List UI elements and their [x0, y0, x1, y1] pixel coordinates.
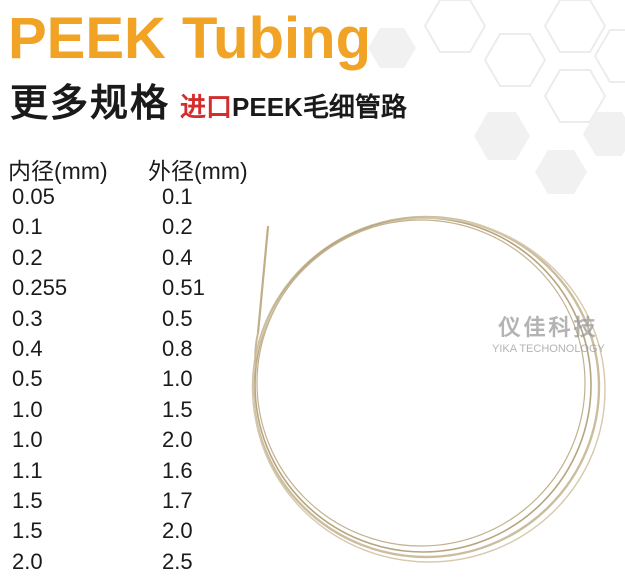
- inner-diameter-value: 0.5: [12, 366, 43, 392]
- inner-diameter-value: 1.1: [12, 457, 43, 483]
- inner-diameter-column: 0.05 0.1 0.2 0.255 0.3 0.4 0.5 1.0 1.0 1.1 1.5 1.5 2…: [12, 182, 67, 577]
- inner-diameter-value: 1.5: [12, 487, 43, 513]
- outer-diameter-value: 0.2: [162, 214, 193, 240]
- outer-diameter-column: 0.1 0.2 0.4 0.51 0.5 0.8 1.0 1.5 2.0 1.6 1.7 2.0 2.5: [162, 182, 205, 577]
- watermark-chinese: 仪佳科技: [498, 315, 599, 340]
- inner-diameter-value: 0.255: [12, 275, 68, 301]
- inner-diameter-value: 2.0: [12, 548, 43, 574]
- outer-diameter-value: 0.8: [162, 335, 193, 361]
- inner-diameter-value: 0.4: [12, 335, 43, 361]
- inner-diameter-value: 1.0: [12, 427, 43, 453]
- inner-diameter-value: 0.05: [12, 184, 55, 209]
- inner-diameter-value: 1.0: [12, 396, 43, 422]
- outer-diameter-value: 0.5: [162, 305, 193, 331]
- brand-watermark: 仪佳科技 YIKA TECHONOLOGY: [492, 310, 605, 355]
- outer-diameter-value: 2.5: [162, 548, 193, 574]
- subtitle-main: 更多规格: [10, 83, 171, 125]
- inner-diameter-value: 0.2: [12, 244, 43, 270]
- subtitle-rest: PEEK毛细管路: [232, 92, 407, 122]
- subtitle: 更多规格 进口PEEK毛细管路: [10, 80, 407, 136]
- outer-diameter-value: 0.51: [162, 275, 205, 301]
- watermark-english: YIKA TECHONOLOGY: [492, 343, 605, 355]
- tubing-coil-photo: [251, 215, 606, 563]
- inner-diameter-value: 0.1: [12, 214, 43, 240]
- inner-diameter-value: 1.5: [12, 518, 43, 544]
- outer-diameter-header: 外径(mm): [148, 158, 248, 184]
- outer-diameter-value: 1.6: [162, 457, 193, 483]
- outer-diameter-value: 1.5: [162, 396, 193, 422]
- subtitle-accent: 进口: [180, 92, 233, 122]
- outer-diameter-value: 2.0: [162, 427, 193, 453]
- page-title: PEEK Tubing: [8, 6, 372, 71]
- outer-diameter-value: 2.0: [162, 518, 193, 544]
- outer-diameter-value: 0.4: [162, 244, 193, 270]
- inner-diameter-header: 内径(mm): [8, 158, 108, 184]
- outer-diameter-value: 1.0: [162, 366, 193, 392]
- outer-diameter-value: 0.1: [162, 184, 193, 209]
- inner-diameter-value: 0.3: [12, 305, 43, 331]
- outer-diameter-value: 1.7: [162, 487, 193, 513]
